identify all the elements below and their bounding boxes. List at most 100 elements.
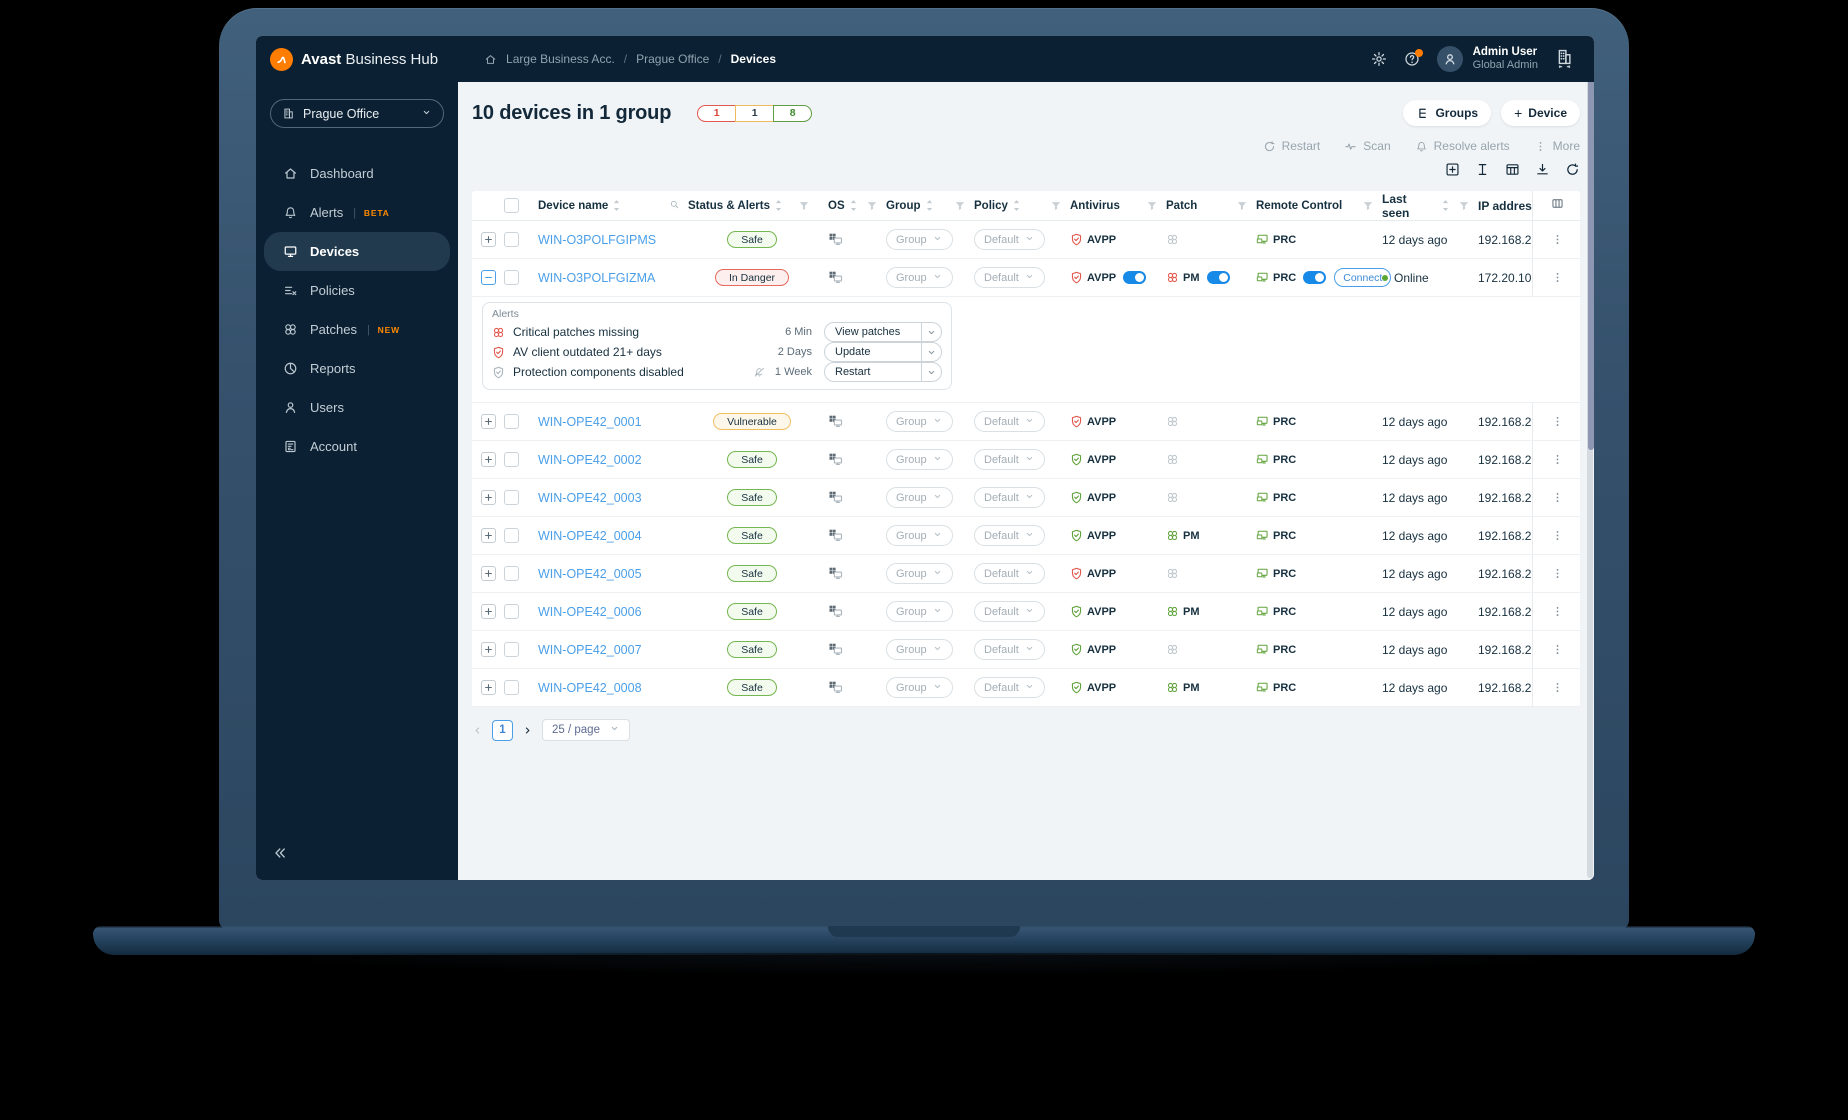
device-name-link[interactable]: WIN-OPE42_0003 — [538, 490, 642, 505]
remote-control-toggle[interactable] — [1303, 271, 1327, 284]
row-height-icon[interactable] — [1475, 162, 1490, 177]
filter-icon[interactable] — [1146, 200, 1158, 212]
refresh-icon[interactable] — [1565, 162, 1580, 177]
sidebar-item-reports[interactable]: Reports — [264, 349, 450, 388]
connect-button[interactable]: Connect — [1334, 268, 1392, 287]
avatar[interactable] — [1436, 45, 1463, 72]
device-count-safe[interactable]: 8 — [773, 104, 813, 122]
expand-row-button[interactable] — [480, 452, 496, 467]
sort-icon[interactable] — [925, 199, 934, 212]
row-checkbox[interactable] — [504, 604, 519, 619]
policy-select[interactable]: Default — [974, 229, 1045, 250]
row-menu-icon[interactable] — [1551, 567, 1564, 580]
device-name-link[interactable]: WIN-O3POLFGIZMA — [538, 270, 656, 285]
expand-row-button[interactable] — [480, 642, 496, 657]
sidebar-item-patches[interactable]: Patches NEW — [264, 310, 450, 349]
bulk-action-scan[interactable]: Scan — [1344, 139, 1391, 153]
expand-all-icon[interactable] — [1445, 162, 1460, 177]
device-name-link[interactable]: WIN-OPE42_0008 — [538, 680, 642, 695]
download-icon[interactable] — [1535, 162, 1550, 177]
policy-select[interactable]: Default — [974, 525, 1045, 546]
add-device-button[interactable]: + Device — [1501, 100, 1580, 126]
policy-select[interactable]: Default — [974, 487, 1045, 508]
row-checkbox[interactable] — [504, 490, 519, 505]
device-name-link[interactable]: WIN-OPE42_0006 — [538, 604, 642, 619]
page-size-select[interactable]: 25 / page — [542, 719, 630, 741]
policy-select[interactable]: Default — [974, 267, 1045, 288]
filter-icon[interactable] — [1362, 200, 1374, 212]
row-checkbox[interactable] — [504, 414, 519, 429]
user-menu[interactable]: Admin User Global Admin — [1473, 46, 1538, 73]
expand-row-button[interactable] — [480, 604, 496, 619]
row-menu-icon[interactable] — [1551, 271, 1564, 284]
column-header-ip[interactable]: IP address — [1476, 199, 1532, 213]
column-header-seen[interactable]: Last seen — [1380, 192, 1476, 220]
expand-row-button[interactable] — [480, 232, 496, 247]
device-name-link[interactable]: WIN-OPE42_0007 — [538, 642, 642, 657]
policy-select[interactable]: Default — [974, 449, 1045, 470]
patch-toggle[interactable] — [1206, 271, 1230, 284]
sidebar-item-users[interactable]: Users — [264, 388, 450, 427]
next-page-icon[interactable] — [522, 725, 533, 736]
home-icon[interactable] — [484, 53, 497, 66]
policy-select[interactable]: Default — [974, 639, 1045, 660]
column-header-av[interactable]: Antivirus — [1068, 200, 1164, 212]
bulk-action-more[interactable]: More — [1534, 139, 1580, 153]
bulk-action-restart[interactable]: Restart — [1263, 139, 1320, 153]
sort-icon[interactable] — [849, 199, 858, 212]
sort-icon[interactable] — [1012, 199, 1021, 212]
select-all-checkbox[interactable] — [504, 198, 519, 213]
group-select[interactable]: Group — [886, 449, 953, 470]
columns-icon[interactable] — [1551, 197, 1564, 215]
scrollbar-thumb[interactable] — [1588, 70, 1594, 450]
policy-select[interactable]: Default — [974, 601, 1045, 622]
row-checkbox[interactable] — [504, 680, 519, 695]
group-select[interactable]: Group — [886, 601, 953, 622]
column-header-os[interactable]: OS — [816, 199, 884, 212]
sidebar-item-dashboard[interactable]: Dashboard — [264, 154, 450, 193]
group-select[interactable]: Group — [886, 487, 953, 508]
row-checkbox[interactable] — [504, 528, 519, 543]
expand-row-button[interactable] — [480, 566, 496, 581]
filter-icon[interactable] — [1050, 200, 1062, 212]
org-switcher-icon[interactable] — [1555, 48, 1574, 69]
device-count-danger[interactable]: 1 — [697, 104, 737, 122]
filter-icon[interactable] — [1458, 200, 1470, 212]
column-header-policy[interactable]: Policy — [972, 199, 1068, 212]
group-select[interactable]: Group — [886, 563, 953, 584]
expand-row-button[interactable] — [480, 414, 496, 429]
current-page[interactable]: 1 — [492, 719, 513, 741]
breadcrumb-page[interactable]: Devices — [730, 52, 776, 66]
bulk-action-resolve-alerts[interactable]: Resolve alerts — [1415, 139, 1510, 153]
expand-row-button[interactable] — [480, 680, 496, 695]
filter-icon[interactable] — [798, 200, 810, 212]
column-header-name[interactable]: Device name — [536, 199, 686, 213]
device-name-link[interactable]: WIN-OPE42_0004 — [538, 528, 642, 543]
row-menu-icon[interactable] — [1551, 643, 1564, 656]
row-checkbox[interactable] — [504, 452, 519, 467]
alert-action-label[interactable]: Update — [835, 346, 871, 358]
help-icon[interactable] — [1404, 48, 1423, 67]
table-view-icon[interactable] — [1505, 162, 1520, 177]
sidebar-collapse-icon[interactable] — [272, 845, 288, 866]
search-icon[interactable] — [669, 199, 680, 213]
filter-icon[interactable] — [1236, 200, 1248, 212]
alert-action-caret[interactable] — [921, 323, 941, 341]
row-menu-icon[interactable] — [1551, 491, 1564, 504]
sidebar-item-account[interactable]: Account — [264, 427, 450, 466]
group-select[interactable]: Group — [886, 411, 953, 432]
alert-action-label[interactable]: View patches — [835, 326, 901, 338]
expand-row-button[interactable] — [480, 528, 496, 543]
breadcrumb-site[interactable]: Prague Office — [636, 52, 710, 66]
device-name-link[interactable]: WIN-O3POLFGIPMS — [538, 232, 657, 247]
antivirus-toggle[interactable] — [1123, 271, 1147, 284]
column-header-rc[interactable]: Remote Control — [1254, 200, 1380, 212]
collapse-row-button[interactable] — [480, 270, 496, 285]
row-menu-icon[interactable] — [1551, 681, 1564, 694]
column-header-status[interactable]: Status & Alerts — [686, 199, 816, 212]
filter-icon[interactable] — [866, 200, 878, 212]
prev-page-icon[interactable] — [472, 725, 483, 736]
device-count-warning[interactable]: 1 — [735, 104, 775, 122]
alert-action-caret[interactable] — [921, 343, 941, 361]
sidebar-item-policies[interactable]: Policies — [264, 271, 450, 310]
